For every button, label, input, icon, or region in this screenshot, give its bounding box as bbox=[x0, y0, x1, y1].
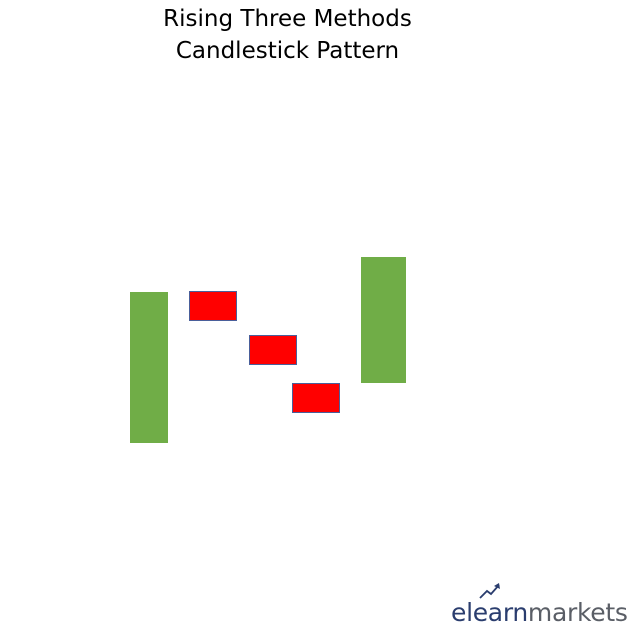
candle-1-bullish bbox=[130, 292, 168, 443]
candle-2-bearish bbox=[189, 291, 237, 321]
candle-5-bullish bbox=[361, 257, 406, 383]
logo-wordmark-part-a: elearn bbox=[451, 598, 528, 627]
trend-arrow-icon bbox=[479, 583, 500, 599]
candle-4-bearish bbox=[292, 383, 340, 413]
diagram-title-line-2: Candlestick Pattern bbox=[175, 38, 400, 64]
candle-3-bearish bbox=[249, 335, 297, 365]
diagram-title-line-1: Rising Three Methods bbox=[163, 6, 412, 32]
elearnmarkets-logo: elearnmarkets bbox=[451, 582, 628, 628]
logo-wordmark: elearnmarkets bbox=[451, 598, 628, 628]
logo-wordmark-part-b: markets bbox=[527, 598, 628, 627]
